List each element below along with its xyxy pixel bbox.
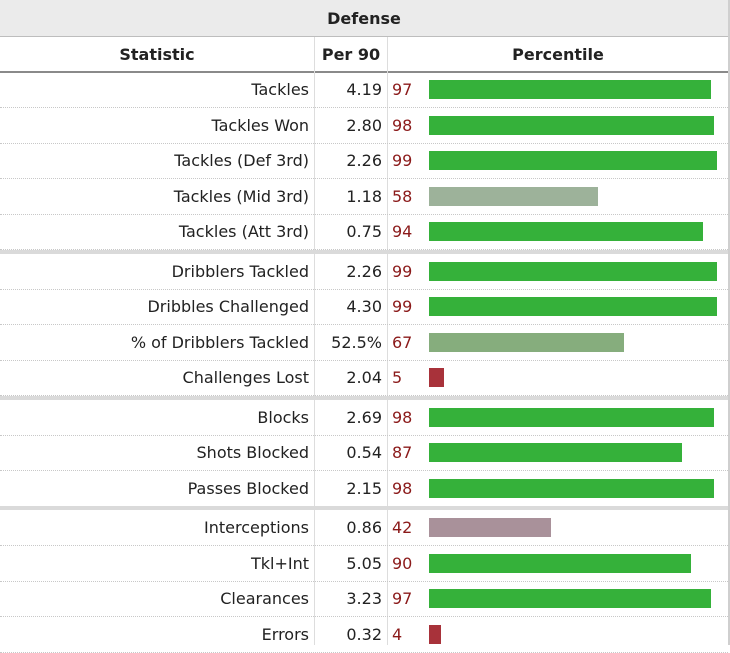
table-row: Tackles (Def 3rd) 2.26 99 [0,143,728,179]
percentile-bar [429,368,444,387]
percentile-value: 99 [392,151,413,170]
group-separator [0,249,728,254]
percentile-bar [429,407,714,427]
table-header-row: Statistic Per 90 Percentile [0,37,728,73]
table-row: Errors 0.32 4 [0,617,728,653]
per90-value: 2.69 [346,407,382,427]
table-row: Dribbles Challenged 4.30 99 [0,289,728,325]
per90-value: 2.26 [346,151,382,170]
table-row: Tackles (Att 3rd) 0.75 94 [0,214,728,250]
percentile-value: 97 [392,80,413,99]
percentile-bar [429,80,711,99]
column-divider [314,37,315,645]
per90-value: 2.80 [346,115,382,135]
percentile-value: 4 [392,624,403,644]
statistic-label: Blocks [257,407,309,427]
percentile-value: 98 [392,478,413,498]
per90-value: 1.18 [346,186,382,206]
per90-value: 2.26 [346,261,382,281]
statistic-label: Tackles (Def 3rd) [174,151,309,170]
per90-value: 4.19 [346,80,382,99]
table-row: Blocks 2.69 98 [0,400,728,436]
percentile-bar [429,222,703,241]
statistic-label: Shots Blocked [196,443,309,462]
percentile-value: 97 [392,589,413,608]
table-row: Tackles 4.19 97 [0,72,728,108]
table-caption: Defense [0,0,728,37]
statistic-label: Errors [261,624,309,644]
statistic-label: Tackles (Mid 3rd) [173,186,309,206]
table-row: Tackles (Mid 3rd) 1.18 58 [0,179,728,215]
percentile-value: 42 [392,518,413,537]
percentile-bar [429,553,691,573]
per90-value: 4.30 [346,297,382,316]
table-row: Passes Blocked 2.15 98 [0,471,728,507]
statistic-label: Dribblers Tackled [171,261,309,281]
table-row: Tackles Won 2.80 98 [0,108,728,144]
per90-value: 2.04 [346,368,382,387]
statistic-label: Tackles Won [211,115,309,135]
percentile-bar [429,115,714,135]
statistic-label: Challenges Lost [182,368,309,387]
percentile-bar [429,624,441,644]
table-row: Dribblers Tackled 2.26 99 [0,254,728,290]
table-row: Interceptions 0.86 42 [0,510,728,546]
table-row: Clearances 3.23 97 [0,581,728,617]
percentile-value: 98 [392,407,413,427]
per90-value: 0.32 [346,624,382,644]
per90-value: 5.05 [346,553,382,573]
percentile-bar [429,478,714,498]
percentile-value: 98 [392,115,413,135]
statistic-label: Clearances [220,589,309,608]
group-separator [0,395,728,400]
column-divider [387,37,388,645]
table-row: Tkl+Int 5.05 90 [0,546,728,582]
percentile-value: 58 [392,186,413,206]
percentile-bar [429,332,624,352]
percentile-value: 99 [392,261,413,281]
percentile-value: 67 [392,332,413,352]
percentile-bar [429,261,717,281]
statistic-label: Tackles (Att 3rd) [178,222,309,241]
statistic-label: Tkl+Int [250,553,309,573]
percentile-bar [429,518,551,537]
percentile-value: 94 [392,222,413,241]
per90-value: 0.86 [346,518,382,537]
per90-value: 0.75 [346,222,382,241]
statistic-label: Interceptions [204,518,309,537]
percentile-value: 5 [392,368,403,387]
table-row: Challenges Lost 2.04 5 [0,360,728,396]
table-row: Shots Blocked 0.54 87 [0,435,728,471]
statistic-label: Dribbles Challenged [147,297,309,316]
column-header-statistic[interactable]: Statistic [119,44,195,64]
percentile-value: 90 [392,553,413,573]
statistic-label: % of Dribblers Tackled [130,332,309,352]
group-separator [0,506,728,510]
per90-value: 0.54 [346,443,382,462]
percentile-bar [429,186,598,206]
percentile-bar [429,443,682,462]
per90-value: 2.15 [346,478,382,498]
statistic-label: Passes Blocked [187,478,309,498]
column-header-per90[interactable]: Per 90 [321,44,381,64]
statistic-label: Tackles [251,80,309,99]
table-row: % of Dribblers Tackled 52.5% 67 [0,325,728,361]
percentile-bar [429,151,717,170]
percentile-bar [429,589,711,608]
per90-value: 3.23 [346,589,382,608]
per90-value: 52.5% [331,332,382,352]
percentile-bar [429,297,717,316]
percentile-value: 87 [392,443,413,462]
column-header-percentile[interactable]: Percentile [512,44,604,64]
percentile-value: 99 [392,297,413,316]
